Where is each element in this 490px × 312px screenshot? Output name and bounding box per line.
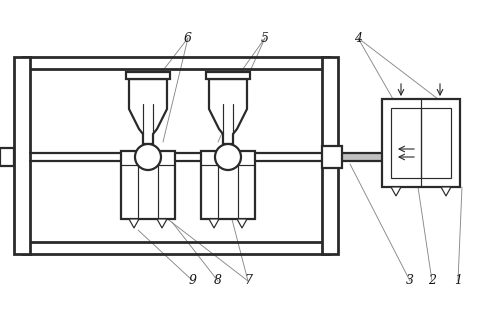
Bar (126, 72, 170, 79)
Text: 1: 1 (454, 275, 462, 287)
Bar (391, 108, 451, 178)
Bar (322, 146, 342, 168)
Polygon shape (391, 187, 401, 196)
Text: 5: 5 (261, 32, 269, 45)
Polygon shape (441, 187, 451, 196)
Bar (206, 72, 250, 79)
Polygon shape (129, 79, 167, 144)
Polygon shape (129, 219, 139, 228)
Polygon shape (237, 219, 247, 228)
Polygon shape (157, 219, 167, 228)
Bar (342, 153, 390, 161)
Bar (0, 148, 14, 166)
Circle shape (135, 144, 161, 170)
Circle shape (215, 144, 241, 170)
Text: 3: 3 (406, 275, 414, 287)
Text: 7: 7 (244, 275, 252, 287)
Text: 9: 9 (189, 275, 197, 287)
Bar (201, 151, 255, 219)
Text: 4: 4 (354, 32, 362, 45)
Bar (14, 57, 30, 254)
Bar (322, 57, 338, 254)
Bar (382, 99, 460, 187)
Bar (121, 151, 175, 219)
Polygon shape (209, 219, 219, 228)
Text: 6: 6 (184, 32, 192, 45)
Text: 2: 2 (428, 275, 436, 287)
Text: 8: 8 (214, 275, 222, 287)
Polygon shape (209, 79, 247, 144)
